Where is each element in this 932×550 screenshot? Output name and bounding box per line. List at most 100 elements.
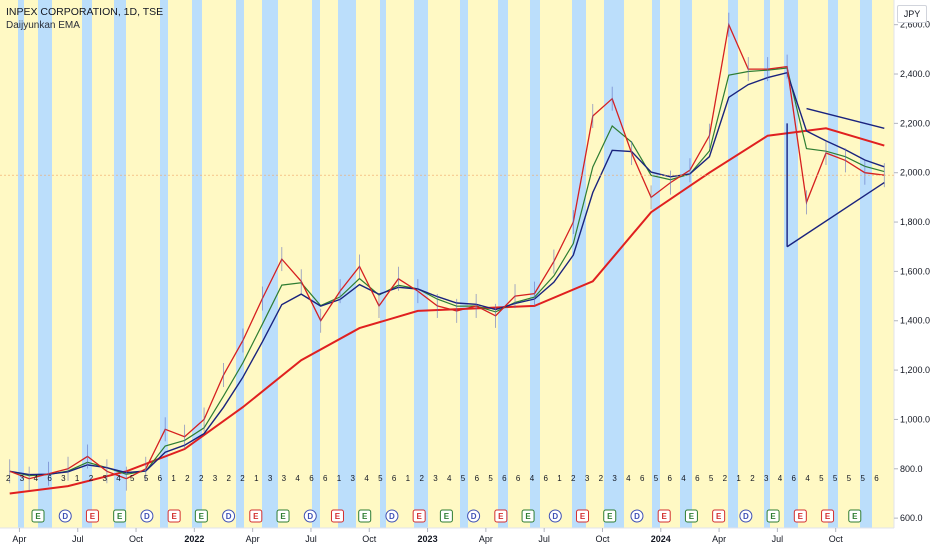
band bbox=[428, 0, 438, 528]
badge-label: E bbox=[607, 512, 613, 521]
event-label: 5 bbox=[378, 474, 383, 483]
earnings-badge: E bbox=[494, 509, 508, 523]
band bbox=[692, 0, 708, 528]
band bbox=[498, 0, 508, 528]
ema-long-line bbox=[9, 127, 885, 495]
band bbox=[784, 0, 798, 528]
band bbox=[338, 0, 356, 528]
badge-label: D bbox=[634, 512, 640, 521]
band bbox=[192, 0, 202, 528]
event-label: 3 bbox=[433, 474, 438, 483]
band bbox=[320, 0, 332, 528]
event-label: 5 bbox=[847, 474, 852, 483]
badge-label: E bbox=[662, 512, 668, 521]
band bbox=[854, 0, 860, 528]
event-label: 5 bbox=[130, 474, 135, 483]
chart-header: INPEX CORPORATION, 1D, TSE Daijyunkan EM… bbox=[6, 5, 163, 33]
badge-label: E bbox=[825, 512, 831, 521]
band bbox=[514, 0, 530, 528]
y-tick-label: 1,200.0 bbox=[900, 365, 930, 375]
event-label: 6 bbox=[502, 474, 507, 483]
band bbox=[438, 0, 460, 528]
badge-label: D bbox=[307, 512, 313, 521]
dividend-badge: D bbox=[467, 509, 481, 523]
x-tick-label: Oct bbox=[362, 534, 377, 544]
x-tick-label: Apr bbox=[246, 534, 260, 544]
band bbox=[468, 0, 480, 528]
badge-label: D bbox=[62, 512, 68, 521]
earnings-badge: E bbox=[821, 509, 835, 523]
dividend-badge: D bbox=[630, 509, 644, 523]
event-label: 1 bbox=[557, 474, 562, 483]
indicator-title[interactable]: Daijyunkan EMA bbox=[6, 20, 80, 31]
earnings-badge: E bbox=[657, 509, 671, 523]
event-label: 5 bbox=[461, 474, 466, 483]
event-label: 1 bbox=[337, 474, 342, 483]
earnings-badge: E bbox=[848, 509, 862, 523]
badge-label: E bbox=[90, 512, 96, 521]
band bbox=[236, 0, 244, 528]
band bbox=[508, 0, 514, 528]
band bbox=[356, 0, 370, 528]
event-label: 6 bbox=[47, 474, 52, 483]
badge-label: E bbox=[253, 512, 259, 521]
event-label: 4 bbox=[626, 474, 631, 483]
badge-label: D bbox=[389, 512, 395, 521]
band bbox=[140, 0, 160, 528]
badge-label: E bbox=[852, 512, 858, 521]
event-label: 2 bbox=[227, 474, 232, 483]
band bbox=[186, 0, 192, 528]
price-path bbox=[9, 22, 885, 480]
currency-badge[interactable]: JPY bbox=[897, 5, 927, 23]
band bbox=[38, 0, 52, 528]
earnings-badge: E bbox=[85, 509, 99, 523]
earnings-badge: E bbox=[113, 509, 127, 523]
event-label: 6 bbox=[392, 474, 397, 483]
badge-label: E bbox=[525, 512, 531, 521]
earnings-badge: E bbox=[766, 509, 780, 523]
badge-label: E bbox=[117, 512, 123, 521]
event-label: 3 bbox=[268, 474, 273, 483]
band bbox=[262, 0, 278, 528]
band bbox=[256, 0, 262, 528]
event-label: 2 bbox=[6, 474, 11, 483]
x-tick-label: Jul bbox=[72, 534, 84, 544]
x-tick-label: Apr bbox=[712, 534, 726, 544]
event-label: 3 bbox=[612, 474, 617, 483]
event-label: 6 bbox=[668, 474, 673, 483]
dividend-badge: D bbox=[548, 509, 562, 523]
badge-label: E bbox=[171, 512, 177, 521]
badge-label: E bbox=[689, 512, 695, 521]
event-label: 2 bbox=[89, 474, 94, 483]
band bbox=[738, 0, 746, 528]
band bbox=[886, 0, 894, 528]
dividend-badge: D bbox=[385, 509, 399, 523]
event-label: 4 bbox=[778, 474, 783, 483]
earnings-badge: E bbox=[793, 509, 807, 523]
event-label: 4 bbox=[295, 474, 300, 483]
symbol-title[interactable]: INPEX CORPORATION, 1D, TSE bbox=[6, 6, 164, 18]
event-label: 6 bbox=[309, 474, 314, 483]
band bbox=[202, 0, 222, 528]
time-axis: Apr Jul Oct 2022 Apr Jul Oct 2023 Apr Jul Oct 2024 A… bbox=[12, 528, 843, 544]
event-label: 5 bbox=[860, 474, 865, 483]
band bbox=[108, 0, 114, 528]
event-label: 5 bbox=[144, 474, 149, 483]
event-label: 6 bbox=[516, 474, 521, 483]
x-tick-label: 2022 bbox=[184, 534, 204, 544]
event-label: 6 bbox=[874, 474, 879, 483]
event-label: 4 bbox=[447, 474, 452, 483]
band bbox=[406, 0, 414, 528]
earnings-badge: E bbox=[31, 509, 45, 523]
x-tick-label: 2023 bbox=[418, 534, 438, 544]
earnings-badge: E bbox=[439, 509, 453, 523]
dividend-badge: D bbox=[222, 509, 236, 523]
event-label: 1 bbox=[171, 474, 176, 483]
event-label: 2 bbox=[240, 474, 245, 483]
dividend-badge: D bbox=[303, 509, 317, 523]
band bbox=[222, 0, 236, 528]
badge-label: E bbox=[716, 512, 722, 521]
